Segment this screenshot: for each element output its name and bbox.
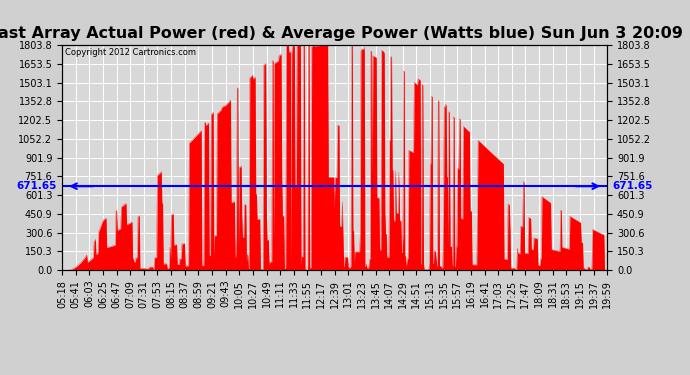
Text: Copyright 2012 Cartronics.com: Copyright 2012 Cartronics.com [65, 48, 196, 57]
Text: 671.65: 671.65 [17, 181, 57, 191]
Title: East Array Actual Power (red) & Average Power (Watts blue) Sun Jun 3 20:09: East Array Actual Power (red) & Average … [0, 26, 682, 41]
Text: 671.65: 671.65 [613, 181, 653, 191]
